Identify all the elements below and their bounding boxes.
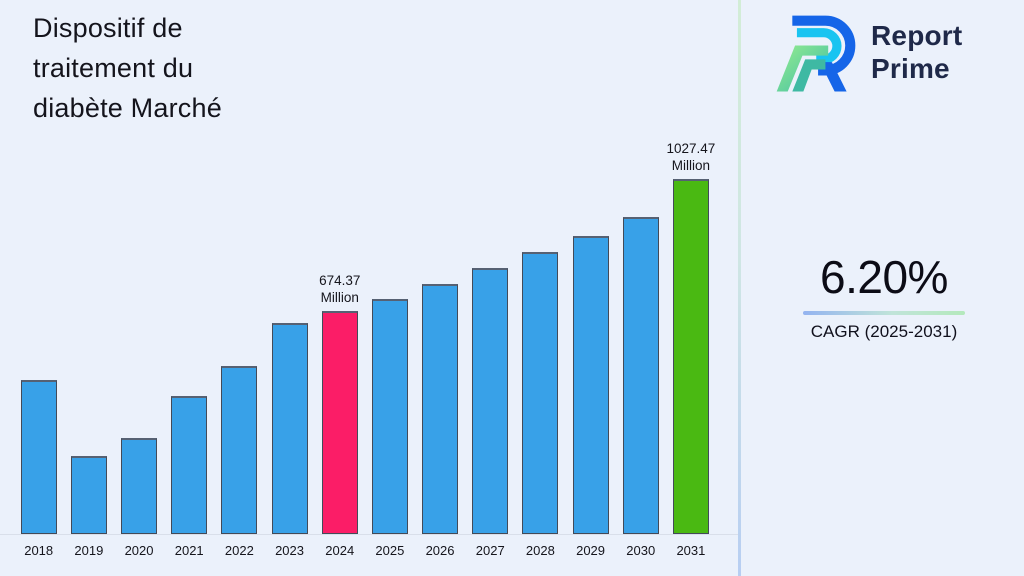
x-tick-label-2021: 2021 <box>174 543 204 558</box>
bar-2028 <box>522 251 559 534</box>
bar-2029 <box>572 236 609 534</box>
cagr-label: CAGR (2025-2031) <box>810 322 958 341</box>
bar-2027 <box>472 267 509 534</box>
x-tick-label-2020: 2020 <box>124 543 154 558</box>
x-tick-label-2031: 2031 <box>676 543 706 558</box>
x-tick-label-2026: 2026 <box>425 543 455 558</box>
bar-2020 <box>121 438 158 534</box>
bar-2019 <box>70 455 107 534</box>
x-tick-label-2025: 2025 <box>375 543 405 558</box>
stat-underline <box>803 311 965 315</box>
value-label-2031-number: 1027.47 <box>666 141 716 157</box>
cagr-value: 6.20% <box>820 251 948 303</box>
value-label-2031-unit: Million <box>671 158 711 174</box>
x-tick-label-2027: 2027 <box>475 543 505 558</box>
brand-name-line2: Prime <box>871 53 950 84</box>
x-tick-label-2029: 2029 <box>576 543 606 558</box>
bar-2026 <box>422 283 459 534</box>
bar-2025 <box>371 299 408 534</box>
brand: Report Prime <box>773 6 962 98</box>
x-tick-label-2022: 2022 <box>224 543 254 558</box>
report-prime-logo-icon <box>776 15 856 92</box>
cagr-stat: 6.20% CAGR (2025-2031) <box>778 250 990 342</box>
bar-2024 <box>321 310 358 534</box>
bar-2030 <box>622 216 659 534</box>
x-tick-label-2024: 2024 <box>325 543 355 558</box>
bar-2022 <box>221 366 258 534</box>
value-label-2024-unit: Million <box>320 289 359 305</box>
section-divider <box>738 0 741 576</box>
brand-name: Report Prime <box>871 19 962 85</box>
x-tick-label-2028: 2028 <box>525 543 555 558</box>
x-tick-label-2018: 2018 <box>24 543 54 558</box>
value-label-2024: 674.37 Million <box>295 272 385 306</box>
bar-2021 <box>171 396 208 534</box>
x-tick-label-2023: 2023 <box>275 543 304 558</box>
x-tick-label-2030: 2030 <box>626 543 656 558</box>
bar-2031 <box>672 179 709 534</box>
x-axis-line <box>0 534 739 535</box>
x-tick-label-2019: 2019 <box>74 543 104 558</box>
value-label-2031: 1027.47 Million <box>646 140 736 174</box>
value-label-2024-number: 674.37 <box>319 272 361 288</box>
brand-name-line1: Report <box>871 20 963 51</box>
bar-chart: 2018 2019 2020 2021 2022 2023 2024 674.37 Millio… <box>0 140 739 558</box>
chart-title: Dispositif de traitement du diabète Marc… <box>33 13 222 123</box>
bar-2023 <box>271 323 308 534</box>
bar-2018 <box>20 380 57 534</box>
